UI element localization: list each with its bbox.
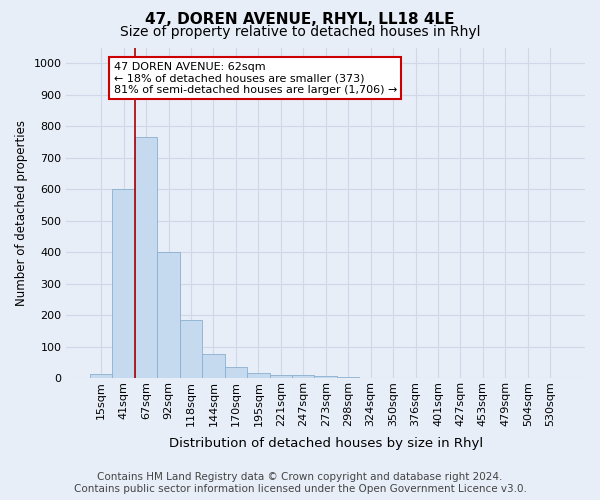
Bar xyxy=(90,374,112,378)
Bar xyxy=(180,320,202,378)
Bar xyxy=(202,354,224,378)
Bar xyxy=(292,375,314,378)
Text: Size of property relative to detached houses in Rhyl: Size of property relative to detached ho… xyxy=(120,25,480,39)
X-axis label: Distribution of detached houses by size in Rhyl: Distribution of detached houses by size … xyxy=(169,437,483,450)
Bar xyxy=(337,377,359,378)
Bar xyxy=(157,252,180,378)
Bar xyxy=(314,376,337,378)
Bar xyxy=(224,367,247,378)
Y-axis label: Number of detached properties: Number of detached properties xyxy=(15,120,28,306)
Text: 47, DOREN AVENUE, RHYL, LL18 4LE: 47, DOREN AVENUE, RHYL, LL18 4LE xyxy=(145,12,455,28)
Bar xyxy=(112,189,135,378)
Text: Contains HM Land Registry data © Crown copyright and database right 2024.
Contai: Contains HM Land Registry data © Crown c… xyxy=(74,472,526,494)
Bar xyxy=(247,374,269,378)
Bar xyxy=(135,137,157,378)
Text: 47 DOREN AVENUE: 62sqm
← 18% of detached houses are smaller (373)
81% of semi-de: 47 DOREN AVENUE: 62sqm ← 18% of detached… xyxy=(113,62,397,95)
Bar xyxy=(269,375,292,378)
